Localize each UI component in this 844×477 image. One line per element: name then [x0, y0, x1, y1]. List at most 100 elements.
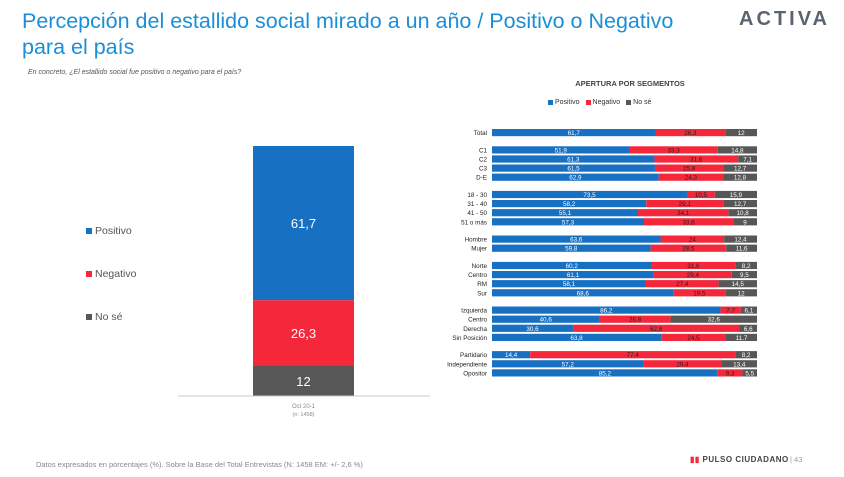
segment-value-positivo: 59,8	[565, 246, 578, 253]
segment-value-negativo: 33,3	[668, 147, 681, 154]
segment-value-negativo: 34,1	[677, 210, 690, 217]
segment-bar-positivo	[492, 333, 662, 341]
segment-value-positivo: 63,8	[570, 335, 583, 342]
segment-bar-nose	[714, 190, 757, 199]
segment-bar-positivo	[492, 324, 574, 332]
segment-bar-nose	[733, 218, 757, 226]
segments-chart-title: APERTURA POR SEGMENTOS	[575, 79, 685, 88]
segment-bar-positivo	[492, 289, 674, 297]
segment-value-nose: 14,5	[732, 281, 745, 288]
legend-swatch-positivo	[86, 228, 92, 234]
segment-row-label: Izquierda	[461, 308, 487, 315]
segment-value-nose: 32,6	[708, 317, 721, 324]
segments-legend-nose: No sé	[626, 99, 651, 106]
segment-bar-nose	[735, 261, 757, 270]
legend-label: No sé	[95, 311, 123, 323]
segment-value-nose: 12	[738, 290, 746, 297]
segment-bar-nose	[725, 289, 757, 297]
segment-value-positivo: 51,9	[555, 147, 568, 154]
segment-bar-positivo	[492, 244, 651, 252]
segment-bar-positivo	[492, 200, 647, 208]
segment-value-nose: 6,6	[744, 326, 753, 333]
segment-bar-positivo	[492, 218, 644, 226]
segment-bar-nose	[718, 280, 757, 288]
segment-bar-positivo	[492, 360, 644, 368]
segment-value-positivo: 60,2	[566, 263, 579, 270]
legend-swatch-nose	[86, 314, 92, 320]
segment-value-positivo: 62,9	[569, 175, 582, 182]
survey-question: En concreto, ¿El estallido social fue po…	[28, 69, 242, 76]
segments-legend-positivo: Positivo	[548, 99, 580, 106]
segment-bar-negativo	[645, 280, 719, 288]
segment-value-nose: 12,8	[734, 175, 747, 182]
segment-value-nose: 9	[743, 219, 747, 226]
column-category-label: Oct 20-1	[292, 404, 316, 410]
segment-bar-positivo	[492, 369, 718, 377]
segment-bar-nose	[739, 324, 757, 332]
segment-value-nose: 12,4	[734, 237, 747, 244]
segment-value-nose: 13,4	[733, 361, 746, 368]
segment-value-nose: 11,6	[736, 246, 748, 253]
segment-row-label: Sin Posición	[452, 335, 487, 342]
segment-value-nose: 6,1	[745, 308, 754, 315]
segment-bar-nose	[723, 164, 757, 172]
segment-bar-negativo	[654, 164, 724, 172]
segment-bar-nose	[728, 209, 757, 217]
segment-row-label: Partidario	[460, 352, 487, 359]
segment-row-label: 18 - 30	[467, 192, 487, 199]
segment-value-positivo: 55,1	[559, 210, 572, 217]
segment-row-label: Centro	[468, 272, 487, 279]
segment-bar-nose	[731, 271, 757, 279]
segment-row-label: Hombre	[465, 237, 488, 244]
segment-value-positivo: 58,1	[563, 281, 576, 288]
segment-value-positivo: 30,6	[526, 326, 539, 333]
segment-bar-negativo	[658, 173, 724, 181]
segment-value-nose: 15,9	[730, 192, 743, 199]
segment-value-positivo: 40,6	[540, 317, 553, 324]
segment-bar-negativo	[653, 271, 732, 279]
segments-legend: Positivo Negativo No sé	[548, 99, 651, 106]
segment-bar-negativo	[629, 146, 718, 154]
segment-value-negativo: 31,6	[687, 263, 700, 270]
segment-row-label: Mujer	[471, 246, 487, 253]
segment-bar-negativo	[660, 235, 725, 243]
segment-row-label: C3	[479, 166, 488, 173]
segment-bar-negativo	[651, 261, 736, 270]
segment-bar-positivo	[492, 155, 655, 163]
segment-value-nose: 12,7	[734, 201, 747, 208]
pulse-logo-icon: ▮▮	[690, 455, 700, 464]
segment-bar-negativo	[673, 289, 726, 297]
segment-bar-negativo	[686, 190, 715, 199]
segment-value-nose: 10,8	[737, 210, 750, 217]
segment-value-negativo: 25,8	[683, 166, 696, 173]
column-segment-positivo	[253, 146, 354, 301]
segment-bar-negativo	[661, 333, 726, 341]
segment-value-positivo: 58,2	[563, 201, 576, 208]
segment-bar-positivo	[492, 146, 630, 154]
segment-bar-positivo	[492, 315, 600, 323]
segment-bar-nose	[725, 333, 757, 341]
segment-row-label: C1	[479, 147, 488, 154]
segment-bar-nose	[721, 360, 757, 368]
segment-bar-positivo	[492, 235, 661, 243]
segment-row-label: Centro	[468, 317, 487, 324]
brand-logo: ACTIVA	[739, 8, 830, 30]
segment-value-negativo: 24,5	[687, 335, 700, 342]
segment-bar-positivo	[492, 351, 531, 359]
segment-bar-positivo	[492, 261, 652, 270]
segment-value-negativo: 29,4	[687, 272, 700, 279]
segment-bar-positivo	[492, 271, 654, 279]
segment-row-label: Norte	[472, 263, 488, 270]
segment-value-negativo: 31,6	[690, 157, 703, 164]
segment-row-label: Derecha	[463, 326, 487, 333]
segment-row-label: Sur	[477, 290, 487, 297]
segment-bar-positivo	[492, 129, 656, 137]
segment-row-label: 31 - 40	[467, 201, 487, 208]
segment-bar-nose	[724, 235, 757, 243]
segment-value-nose: 5,5	[745, 370, 754, 377]
segment-value-positivo: 85,2	[599, 370, 612, 377]
segment-row-label: D-E	[476, 175, 487, 182]
segment-bar-negativo	[655, 129, 726, 137]
segment-bar-negativo	[720, 306, 741, 314]
